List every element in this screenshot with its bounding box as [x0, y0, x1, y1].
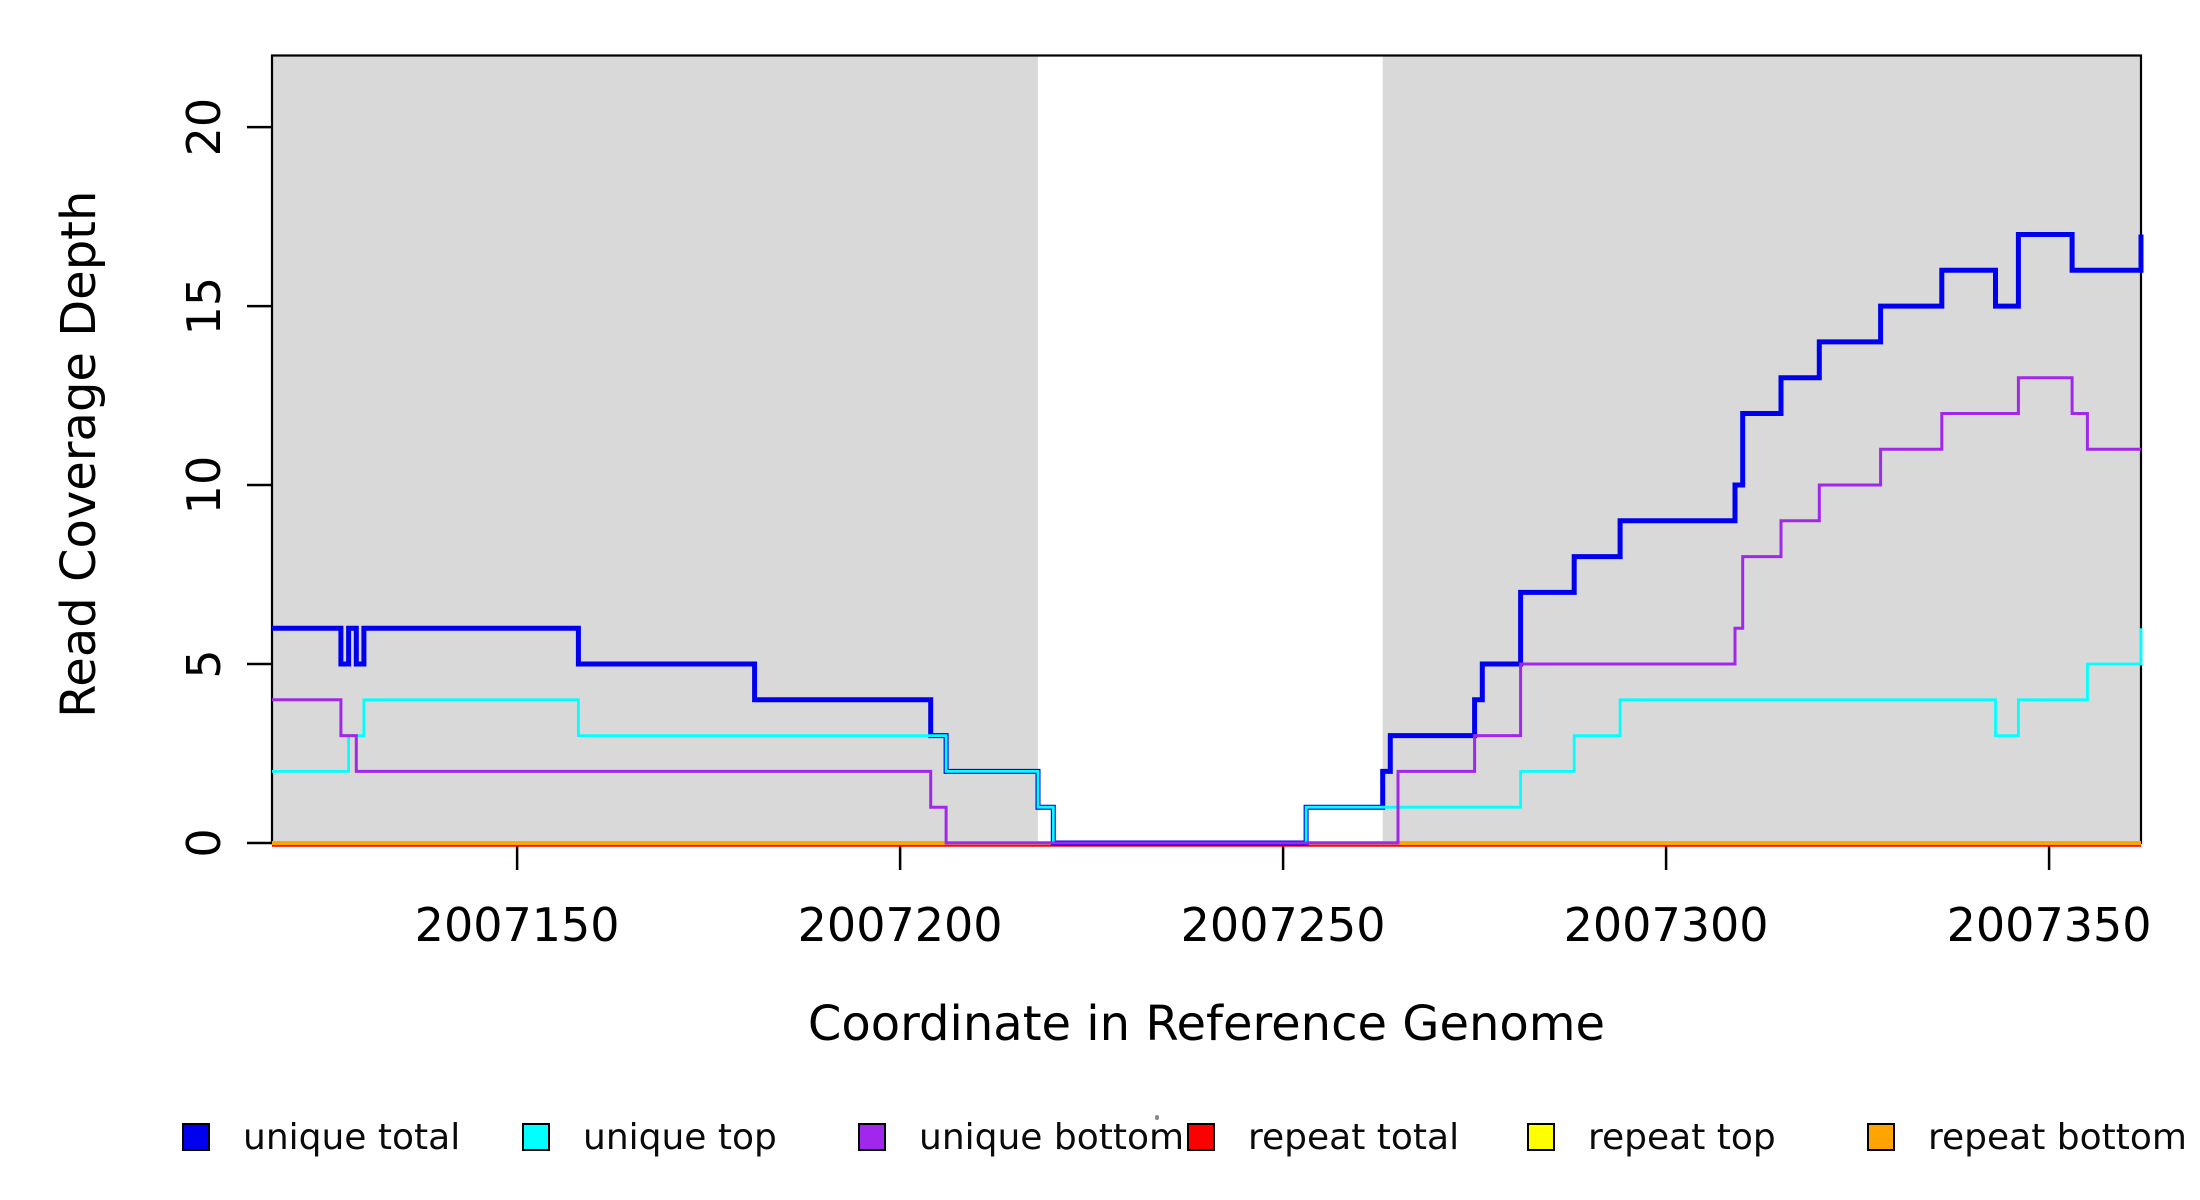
x-axis-tick-label: 2007350 — [1947, 898, 2152, 952]
legend-swatch — [858, 1123, 886, 1151]
y-axis-tick-label: 20 — [177, 98, 231, 157]
legend-item-repeat-bottom: repeat bottom — [1867, 1117, 2187, 1158]
series-line-unique-total — [272, 232, 2144, 846]
legend-swatch — [182, 1123, 210, 1151]
y-axis-tick-label: 5 — [177, 649, 231, 678]
legend-item-repeat-top: repeat top — [1527, 1117, 1776, 1158]
y-axis-tick-label: 10 — [177, 456, 231, 515]
legend-item-unique-bottom: unique bottom — [858, 1117, 1184, 1158]
x-axis-tick-label: 2007300 — [1564, 898, 1769, 952]
shaded-region-1 — [272, 56, 1038, 843]
y-axis-title: Read Coverage Depth — [51, 191, 107, 718]
legend-item-unique-total: unique total — [182, 1117, 460, 1158]
legend-swatch — [1527, 1123, 1555, 1151]
series-line-unique-top — [272, 628, 2143, 845]
legend-swatch — [1867, 1123, 1895, 1151]
legend-label: unique total — [243, 1116, 461, 1158]
legend-item-repeat-total: repeat total — [1187, 1117, 1459, 1158]
legend-label: unique bottom — [919, 1116, 1185, 1158]
legend-label: repeat top — [1588, 1116, 1776, 1158]
legend-swatch — [522, 1123, 550, 1151]
x-axis-title: Coordinate in Reference Genome — [808, 996, 1605, 1052]
x-axis-tick-label: 2007150 — [415, 898, 620, 952]
shaded-region-2 — [1382, 56, 2141, 843]
y-axis-tick-label: 0 — [177, 828, 231, 857]
legend-artifact-dot — [1155, 1115, 1159, 1120]
legend-item-unique-top: unique top — [522, 1117, 777, 1158]
legend-label: repeat bottom — [1928, 1116, 2187, 1158]
x-axis-tick-label: 2007200 — [798, 898, 1003, 952]
series-line-unique-bottom — [272, 376, 2141, 845]
legend-label: repeat total — [1248, 1116, 1460, 1158]
legend-swatch — [1187, 1123, 1215, 1151]
legend-label: unique top — [583, 1116, 777, 1158]
x-axis-tick-label: 2007250 — [1181, 898, 1386, 952]
y-axis-tick-label: 15 — [177, 277, 231, 336]
